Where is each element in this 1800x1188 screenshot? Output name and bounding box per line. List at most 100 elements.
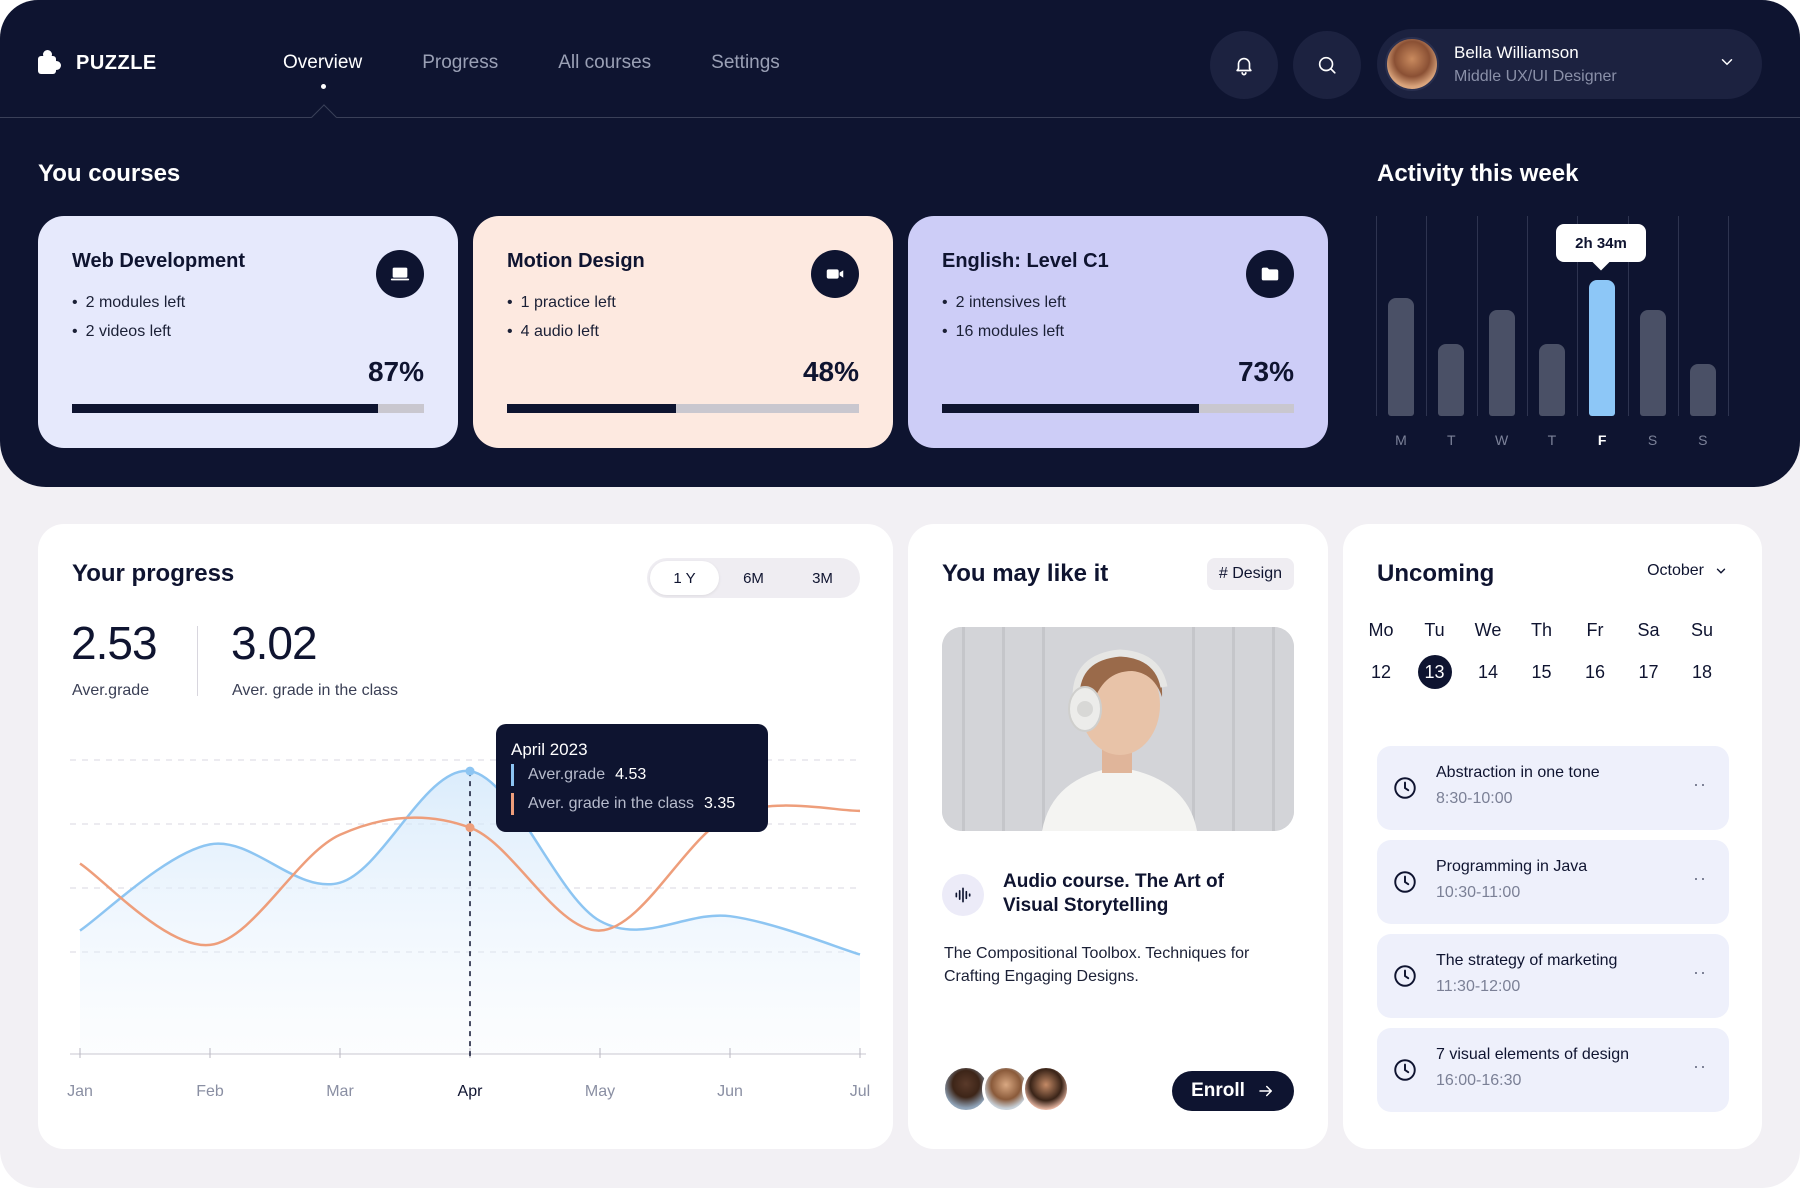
- activity-bar: [1488, 310, 1515, 416]
- search-button[interactable]: [1293, 31, 1361, 99]
- tab-6m[interactable]: 6M: [743, 569, 764, 587]
- chevron-down-icon: [1721, 59, 1733, 66]
- puzzle-icon: [36, 50, 62, 76]
- hero-section: PUZZLE Overview Progress All courses Set…: [0, 0, 1800, 487]
- course-title: Motion Design: [507, 250, 645, 272]
- x-tick-label: Apr: [458, 1083, 484, 1100]
- activity-gridline: [1627, 216, 1629, 416]
- activity-column[interactable]: [1577, 216, 1627, 416]
- course-detail: 2 modules left: [72, 288, 186, 317]
- activity-day-label: M: [1395, 432, 1407, 448]
- average-grade-label: Aver.grade: [72, 682, 150, 699]
- weekday-label: Su: [1690, 620, 1714, 640]
- nav-divider: [0, 117, 1800, 118]
- bell-icon: [1236, 57, 1252, 76]
- activity-gridline: [1476, 216, 1478, 416]
- x-tick-label: Jan: [67, 1083, 93, 1100]
- tab-1y[interactable]: 1 Y: [650, 561, 719, 595]
- tab-3m[interactable]: 3M: [812, 569, 833, 587]
- x-tick-label: Jun: [717, 1083, 743, 1100]
- activity-column[interactable]: [1376, 216, 1426, 416]
- activity-day-label: S: [1698, 432, 1708, 448]
- activity-column[interactable]: [1628, 216, 1678, 416]
- event-item[interactable]: The strategy of marketing 11:30-12:00 ··: [1377, 934, 1729, 1018]
- chevron-down-icon: [1716, 568, 1726, 574]
- avatar: [1022, 1065, 1070, 1113]
- arrow-right-icon: [1259, 1085, 1272, 1097]
- user-profile-menu[interactable]: Bella Williamson Middle UX/UI Designer: [1377, 29, 1762, 99]
- recommendation-title: You may like it: [942, 560, 1109, 587]
- activity-day-label: F: [1597, 432, 1607, 448]
- event-time: 16:00-16:30: [1436, 1072, 1522, 1089]
- nav-item-overview[interactable]: Overview: [283, 52, 363, 89]
- activity-gridline: [1577, 216, 1579, 416]
- calendar-day[interactable]: 15: [1531, 662, 1552, 682]
- tooltip-label: Aver.grade: [528, 766, 606, 783]
- activity-column[interactable]: [1678, 216, 1728, 416]
- progress-title: Your progress: [72, 560, 235, 587]
- activity-tooltip: 2h 34m: [1556, 224, 1646, 262]
- more-options-icon[interactable]: ··: [1693, 1056, 1707, 1076]
- course-progress-bar: [507, 404, 859, 413]
- calendar-day[interactable]: 12: [1370, 662, 1392, 682]
- course-card-motion-design[interactable]: Motion Design 1 practice left 4 audio le…: [473, 216, 893, 448]
- tooltip-row-class-grade: Aver. grade in the class 3.35: [511, 793, 736, 815]
- enroll-button[interactable]: Enroll: [1172, 1071, 1294, 1111]
- calendar-day[interactable]: 17: [1638, 662, 1659, 682]
- notifications-button[interactable]: [1210, 31, 1278, 99]
- course-details: 2 modules left 2 videos left: [72, 288, 186, 346]
- event-time: 10:30-11:00: [1436, 884, 1521, 901]
- x-tick-label: Mar: [326, 1083, 354, 1100]
- course-progress-fill: [942, 404, 1199, 413]
- activity-day-label: T: [1547, 432, 1557, 448]
- upcoming-panel: Uncoming October Mo Tu We Th Fr Sa Su 12 13 14 15 1…: [1343, 524, 1762, 1149]
- event-title: The strategy of marketing: [1436, 952, 1618, 969]
- user-avatar: [1385, 37, 1439, 91]
- chart-tooltip: April 2023 Aver.grade 4.53 Aver. grade in…: [496, 724, 768, 832]
- recommended-course-description: The Compositional Toolbox. Techniques fo…: [944, 945, 1250, 985]
- class-grade-value: 3.02: [231, 617, 318, 669]
- brand-logo[interactable]: PUZZLE: [36, 50, 157, 76]
- calendar-day-today[interactable]: 13: [1411, 654, 1459, 690]
- course-details: 2 intensives left 16 modules left: [942, 288, 1066, 346]
- course-percent: 87%: [367, 356, 424, 387]
- activity-column[interactable]: [1527, 216, 1577, 416]
- course-detail: 1 practice left: [507, 288, 616, 317]
- course-card-web-development[interactable]: Web Development 2 modules left 2 videos …: [38, 216, 458, 448]
- course-progress-bar: [942, 404, 1294, 413]
- activity-gridline: [1426, 216, 1428, 416]
- course-detail: 16 modules left: [942, 317, 1066, 346]
- more-options-icon[interactable]: ··: [1693, 774, 1707, 794]
- course-cover-image: [942, 627, 1294, 831]
- recommended-course-title[interactable]: Audio course. The Art of Visual Storytel…: [1003, 871, 1224, 916]
- month-select[interactable]: October: [1647, 562, 1728, 580]
- calendar-day[interactable]: 18: [1691, 662, 1713, 682]
- x-tick-label: Jul: [850, 1083, 870, 1100]
- course-progress-fill: [507, 404, 676, 413]
- more-options-icon[interactable]: ··: [1693, 868, 1707, 888]
- nav-item-settings[interactable]: Settings: [711, 52, 780, 73]
- tooltip-label: Aver. grade in the class: [528, 795, 695, 812]
- category-tag[interactable]: # Design: [1206, 558, 1294, 590]
- course-card-english-c1[interactable]: English: Level C1 2 intensives left 16 m…: [908, 216, 1328, 448]
- user-role: Middle UX/UI Designer: [1454, 68, 1617, 85]
- nav-item-all-courses[interactable]: All courses: [558, 52, 652, 73]
- event-item[interactable]: Abstraction in one tone 8:30-10:00 ··: [1377, 746, 1729, 830]
- event-item[interactable]: Programming in Java 10:30-11:00 ··: [1377, 840, 1729, 924]
- event-item[interactable]: 7 visual elements of design 16:00-16:30 ··: [1377, 1028, 1729, 1112]
- calendar-day[interactable]: 16: [1584, 662, 1606, 682]
- course-detail: 2 intensives left: [942, 288, 1066, 317]
- calendar-day[interactable]: 14: [1477, 662, 1499, 682]
- activity-bar: [1689, 364, 1716, 416]
- more-options-icon[interactable]: ··: [1693, 962, 1707, 982]
- class-grade-point: [465, 823, 475, 833]
- tooltip-value: 3.35: [704, 795, 736, 812]
- event-time: 8:30-10:00: [1436, 790, 1513, 807]
- activity-day-label: T: [1447, 432, 1456, 448]
- activity-column[interactable]: [1426, 216, 1476, 416]
- nav-item-progress[interactable]: Progress: [422, 52, 499, 73]
- activity-bar: [1639, 310, 1666, 416]
- activity-day-label: S: [1647, 432, 1658, 448]
- activity-column[interactable]: [1477, 216, 1527, 416]
